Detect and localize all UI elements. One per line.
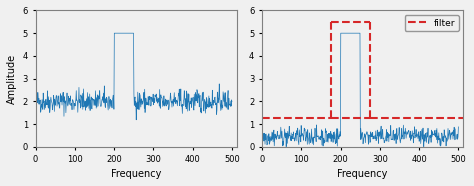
X-axis label: Frequency: Frequency: [337, 169, 388, 179]
Y-axis label: Amplitude: Amplitude: [7, 54, 17, 104]
X-axis label: Frequency: Frequency: [111, 169, 161, 179]
Legend: filter: filter: [405, 15, 458, 31]
